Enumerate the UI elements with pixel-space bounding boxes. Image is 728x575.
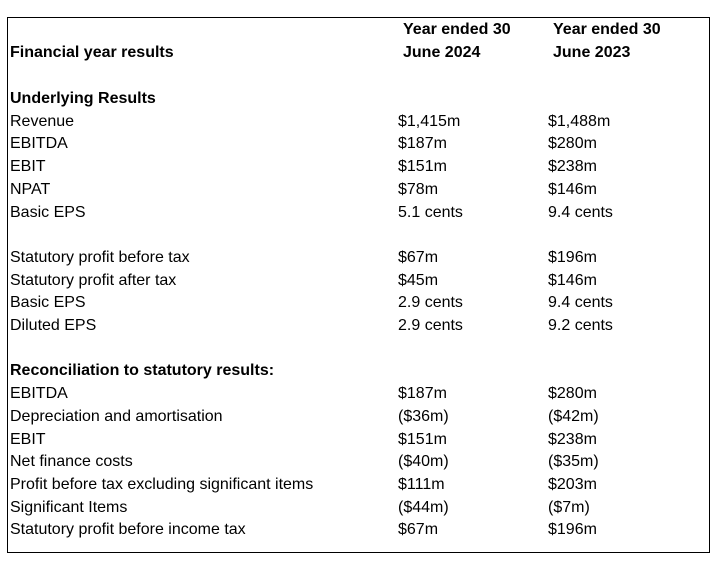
row-value: $67m	[398, 521, 439, 539]
row-label: Profit before tax excluding significant …	[10, 475, 314, 493]
row-value: $203m	[548, 475, 597, 493]
row-label: NPAT	[10, 180, 51, 198]
row-value: $280m	[548, 385, 597, 403]
row-label: EBITDA	[10, 385, 68, 403]
row-value: $238m	[548, 430, 597, 448]
row-value: $78m	[398, 180, 439, 198]
row-value: ($40m)	[398, 453, 449, 471]
row-value: $111m	[398, 475, 445, 493]
row-label: EBIT	[10, 158, 46, 176]
row-value: 5.1 cents	[398, 203, 463, 221]
row-label: EBITDA	[10, 135, 68, 153]
row-value: $1,415m	[398, 112, 461, 130]
row-label: Basic EPS	[10, 294, 86, 312]
row-value: $1,488m	[548, 112, 611, 130]
row-label: Basic EPS	[10, 203, 86, 221]
row-label: Significant Items	[10, 498, 128, 516]
row-label: Statutory profit before tax	[10, 248, 190, 266]
row-label: Diluted EPS	[10, 317, 97, 334]
row-value: $196m	[548, 248, 597, 266]
row-label: Depreciation and amortisation	[10, 407, 223, 425]
row-value: $196m	[548, 521, 597, 539]
row-value: ($42m)	[548, 407, 599, 425]
row-value: $280m	[548, 135, 597, 153]
row-value: 2.9 cents	[398, 294, 463, 312]
row-value: $146m	[548, 271, 597, 289]
table-border	[7, 17, 710, 553]
row-value: ($35m)	[548, 453, 599, 471]
row-value: 9.4 cents	[548, 294, 613, 312]
row-label: Statutory profit after tax	[10, 271, 177, 289]
column-header: June 2024	[403, 44, 481, 61]
row-value: $187m	[398, 385, 447, 403]
section-title: Reconciliation to statutory results:	[10, 362, 275, 380]
section-title: Underlying Results	[10, 90, 156, 107]
column-header: June 2023	[553, 44, 631, 61]
column-header: Year ended 30	[403, 21, 511, 38]
row-value: $146m	[548, 180, 597, 198]
row-value: 2.9 cents	[398, 317, 463, 334]
row-value: $45m	[398, 271, 439, 289]
row-value: 9.2 cents	[548, 317, 613, 334]
row-value: $187m	[398, 135, 447, 153]
column-header: Year ended 30	[553, 21, 661, 38]
row-value: $151m	[398, 158, 447, 176]
header-title: Financial year results	[10, 44, 174, 61]
row-value: $67m	[398, 248, 439, 266]
row-label: Statutory profit before income tax	[10, 521, 246, 539]
row-label: Net finance costs	[10, 453, 133, 471]
row-value: 9.4 cents	[548, 203, 613, 221]
row-value: $151m	[398, 430, 447, 448]
row-value: $238m	[548, 158, 597, 176]
row-value: ($7m)	[548, 498, 590, 516]
row-label: EBIT	[10, 430, 46, 448]
row-label: Revenue	[10, 112, 75, 130]
row-value: ($44m)	[398, 498, 449, 516]
row-value: ($36m)	[398, 407, 449, 425]
